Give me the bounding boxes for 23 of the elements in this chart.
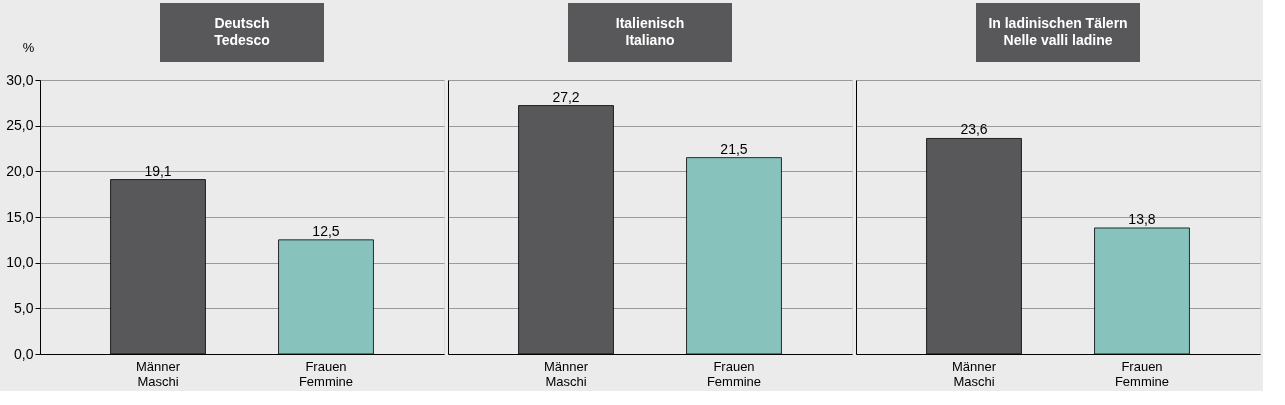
data-label: 27,2 bbox=[552, 88, 580, 105]
x-tick-label: Männer Maschi bbox=[135, 358, 181, 389]
x-tick-label: Frauen Femmine bbox=[298, 358, 354, 389]
data-label: 13,8 bbox=[1128, 210, 1156, 227]
y-axis-title: % bbox=[22, 39, 35, 55]
x-tick-label: Frauen Femmine bbox=[706, 358, 762, 389]
y-tick-label: 25,0 bbox=[6, 117, 34, 134]
y-tick-label: 5,0 bbox=[14, 299, 34, 316]
y-tick-label: 15,0 bbox=[6, 208, 34, 225]
x-tick-label: Frauen Femmine bbox=[1114, 358, 1170, 389]
data-label: 23,6 bbox=[960, 121, 988, 138]
x-tick-label: Männer Maschi bbox=[951, 358, 997, 389]
y-tick-label: 0,0 bbox=[14, 345, 34, 362]
data-label: 12,5 bbox=[312, 222, 340, 239]
y-tick-label: 10,0 bbox=[6, 254, 34, 271]
chart-title: In ladinischen Tälern Nelle valli ladine bbox=[988, 15, 1128, 48]
chart-title: Italienisch Italiano bbox=[615, 15, 685, 48]
x-tick-label: Männer Maschi bbox=[543, 358, 589, 389]
chart-title: Deutsch Tedesco bbox=[214, 15, 270, 48]
y-tick-label: 20,0 bbox=[6, 162, 34, 179]
data-label: 19,1 bbox=[144, 162, 172, 179]
y-tick-label: 30,0 bbox=[6, 71, 34, 88]
data-label: 21,5 bbox=[720, 140, 748, 157]
